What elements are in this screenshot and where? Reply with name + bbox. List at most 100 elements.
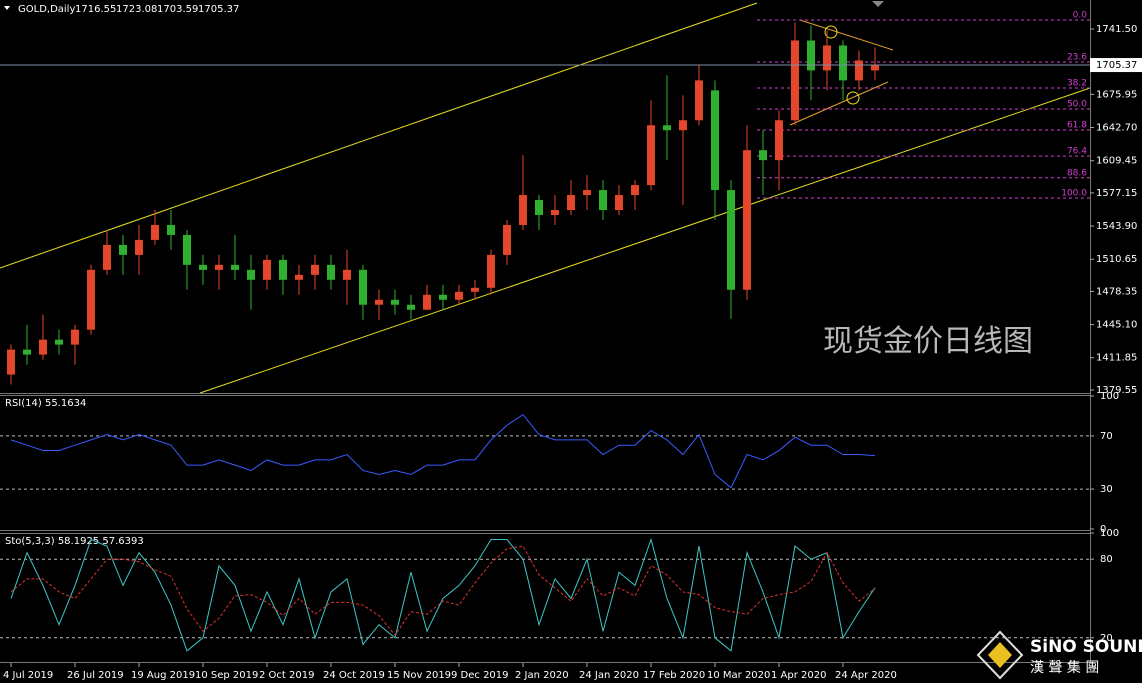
ohlc-value: 1703.59 bbox=[157, 4, 198, 15]
y-tick-label: 100 bbox=[1100, 391, 1119, 402]
candle-body bbox=[199, 264, 207, 270]
candle-body bbox=[327, 264, 335, 280]
y-tick-label: 1411.85 bbox=[1096, 353, 1137, 364]
candle-body bbox=[551, 210, 559, 215]
candle-body bbox=[7, 349, 15, 375]
x-tick-label: 1 Apr 2020 bbox=[771, 670, 826, 681]
candle-body bbox=[439, 294, 447, 300]
rsi-title: RSI(14) 55.1634 bbox=[5, 398, 86, 409]
menu-marker bbox=[4, 6, 10, 10]
fib-label: 50.0 bbox=[1067, 99, 1087, 109]
y-tick-label: 1577.15 bbox=[1096, 188, 1137, 199]
candle-body bbox=[407, 304, 415, 310]
y-tick-label: 1675.95 bbox=[1096, 89, 1137, 100]
fib-label: 100.0 bbox=[1061, 189, 1087, 199]
candle-body bbox=[167, 224, 175, 235]
logo: SiNO SOUND 漢 聲 集 團 bbox=[976, 630, 1142, 680]
candle-body bbox=[135, 239, 143, 255]
candle-body bbox=[759, 150, 767, 161]
candle-body bbox=[679, 120, 687, 131]
x-tick-label: 2 Oct 2019 bbox=[259, 670, 314, 681]
candle-body bbox=[359, 269, 367, 305]
candle-body bbox=[375, 299, 383, 305]
logo-tagline: 漢 聲 集 團 bbox=[1030, 659, 1099, 676]
trend-lines bbox=[0, 2, 1091, 394]
candle-body bbox=[215, 264, 223, 270]
candle-body bbox=[295, 274, 303, 280]
candle-body bbox=[55, 339, 63, 345]
candle-body bbox=[631, 185, 639, 196]
candle-body bbox=[823, 45, 831, 71]
candle-body bbox=[727, 190, 735, 290]
y-tick-label: 80 bbox=[1100, 554, 1113, 565]
stoch-title: Sto(5,3,3) 58.1925 57.6393 bbox=[5, 536, 144, 547]
y-tick-label: 1642.70 bbox=[1096, 123, 1137, 134]
x-tick-label: 24 Oct 2019 bbox=[323, 670, 385, 681]
candle-body bbox=[87, 269, 95, 330]
fib-label: 0.0 bbox=[1073, 11, 1088, 21]
candle-body bbox=[615, 195, 623, 211]
candle-body bbox=[807, 40, 815, 71]
candle-body bbox=[871, 65, 879, 71]
candle-body bbox=[791, 40, 799, 121]
candle-body bbox=[519, 195, 527, 225]
x-tick-label: 9 Dec 2019 bbox=[451, 670, 509, 681]
fib-label: 38.2 bbox=[1067, 79, 1087, 89]
current-price-label: 1705.37 bbox=[1096, 60, 1137, 71]
candle-body bbox=[855, 60, 863, 81]
candle-body bbox=[487, 254, 495, 288]
candle-body bbox=[23, 349, 31, 355]
fib-label: 61.8 bbox=[1067, 121, 1087, 131]
y-tick-label: 0 bbox=[1100, 524, 1106, 535]
y-tick-label: 70 bbox=[1100, 431, 1113, 442]
y-tick-label: 1510.65 bbox=[1096, 254, 1137, 265]
ohlc-value: 1723.08 bbox=[116, 4, 157, 15]
candle-body bbox=[647, 125, 655, 186]
current-price-box bbox=[1090, 58, 1142, 73]
candle-body bbox=[743, 150, 751, 290]
candle-body bbox=[583, 190, 591, 196]
y-tick-label: 20 bbox=[1100, 633, 1113, 644]
fib-label: 23.6 bbox=[1067, 53, 1087, 63]
x-tick-label: 10 Mar 2020 bbox=[707, 670, 770, 681]
candle-body bbox=[311, 264, 319, 275]
indicator-line bbox=[10, 413, 876, 489]
y-tick-label: 1379.55 bbox=[1096, 385, 1137, 396]
candle-body bbox=[455, 291, 463, 300]
x-tick-label: 24 Apr 2020 bbox=[835, 670, 897, 681]
candle-body bbox=[695, 80, 703, 121]
candle-body bbox=[775, 120, 783, 161]
candle-body bbox=[391, 299, 399, 305]
fib-label: 76.4 bbox=[1067, 147, 1087, 157]
candle-body bbox=[535, 200, 543, 215]
x-tick-label: 17 Feb 2020 bbox=[643, 670, 705, 681]
watermark: 现货金价日线图 bbox=[823, 324, 1033, 359]
candle-body bbox=[247, 269, 255, 280]
x-tick-label: 24 Jan 2020 bbox=[579, 670, 639, 681]
candle-body bbox=[103, 244, 111, 270]
x-tick-label: 26 Jul 2019 bbox=[67, 670, 124, 681]
x-tick-label: 15 Nov 2019 bbox=[387, 670, 451, 681]
x-tick-label: 4 Jul 2019 bbox=[3, 670, 53, 681]
y-tick-label: 1741.50 bbox=[1096, 24, 1137, 35]
logo-name: SiNO SOUND bbox=[1030, 637, 1142, 657]
candle-body bbox=[263, 259, 271, 280]
candle-body bbox=[471, 287, 479, 292]
y-tick-label: 1609.45 bbox=[1096, 156, 1137, 167]
panel-borders bbox=[0, 0, 1091, 663]
candle-body bbox=[839, 45, 847, 81]
candle-body bbox=[503, 224, 511, 255]
candle-body bbox=[183, 234, 191, 265]
candle-body bbox=[279, 259, 287, 280]
indicator-line bbox=[10, 545, 876, 637]
x-tick-label: 2 Jan 2020 bbox=[515, 670, 569, 681]
indicator-line bbox=[10, 537, 876, 652]
candle-body bbox=[343, 269, 351, 280]
candle-body bbox=[231, 264, 239, 270]
candle-body bbox=[119, 244, 127, 255]
candles bbox=[7, 22, 879, 385]
ohlc-value: 1716.55 bbox=[75, 4, 116, 15]
y-tick-label: 1445.10 bbox=[1096, 320, 1137, 331]
